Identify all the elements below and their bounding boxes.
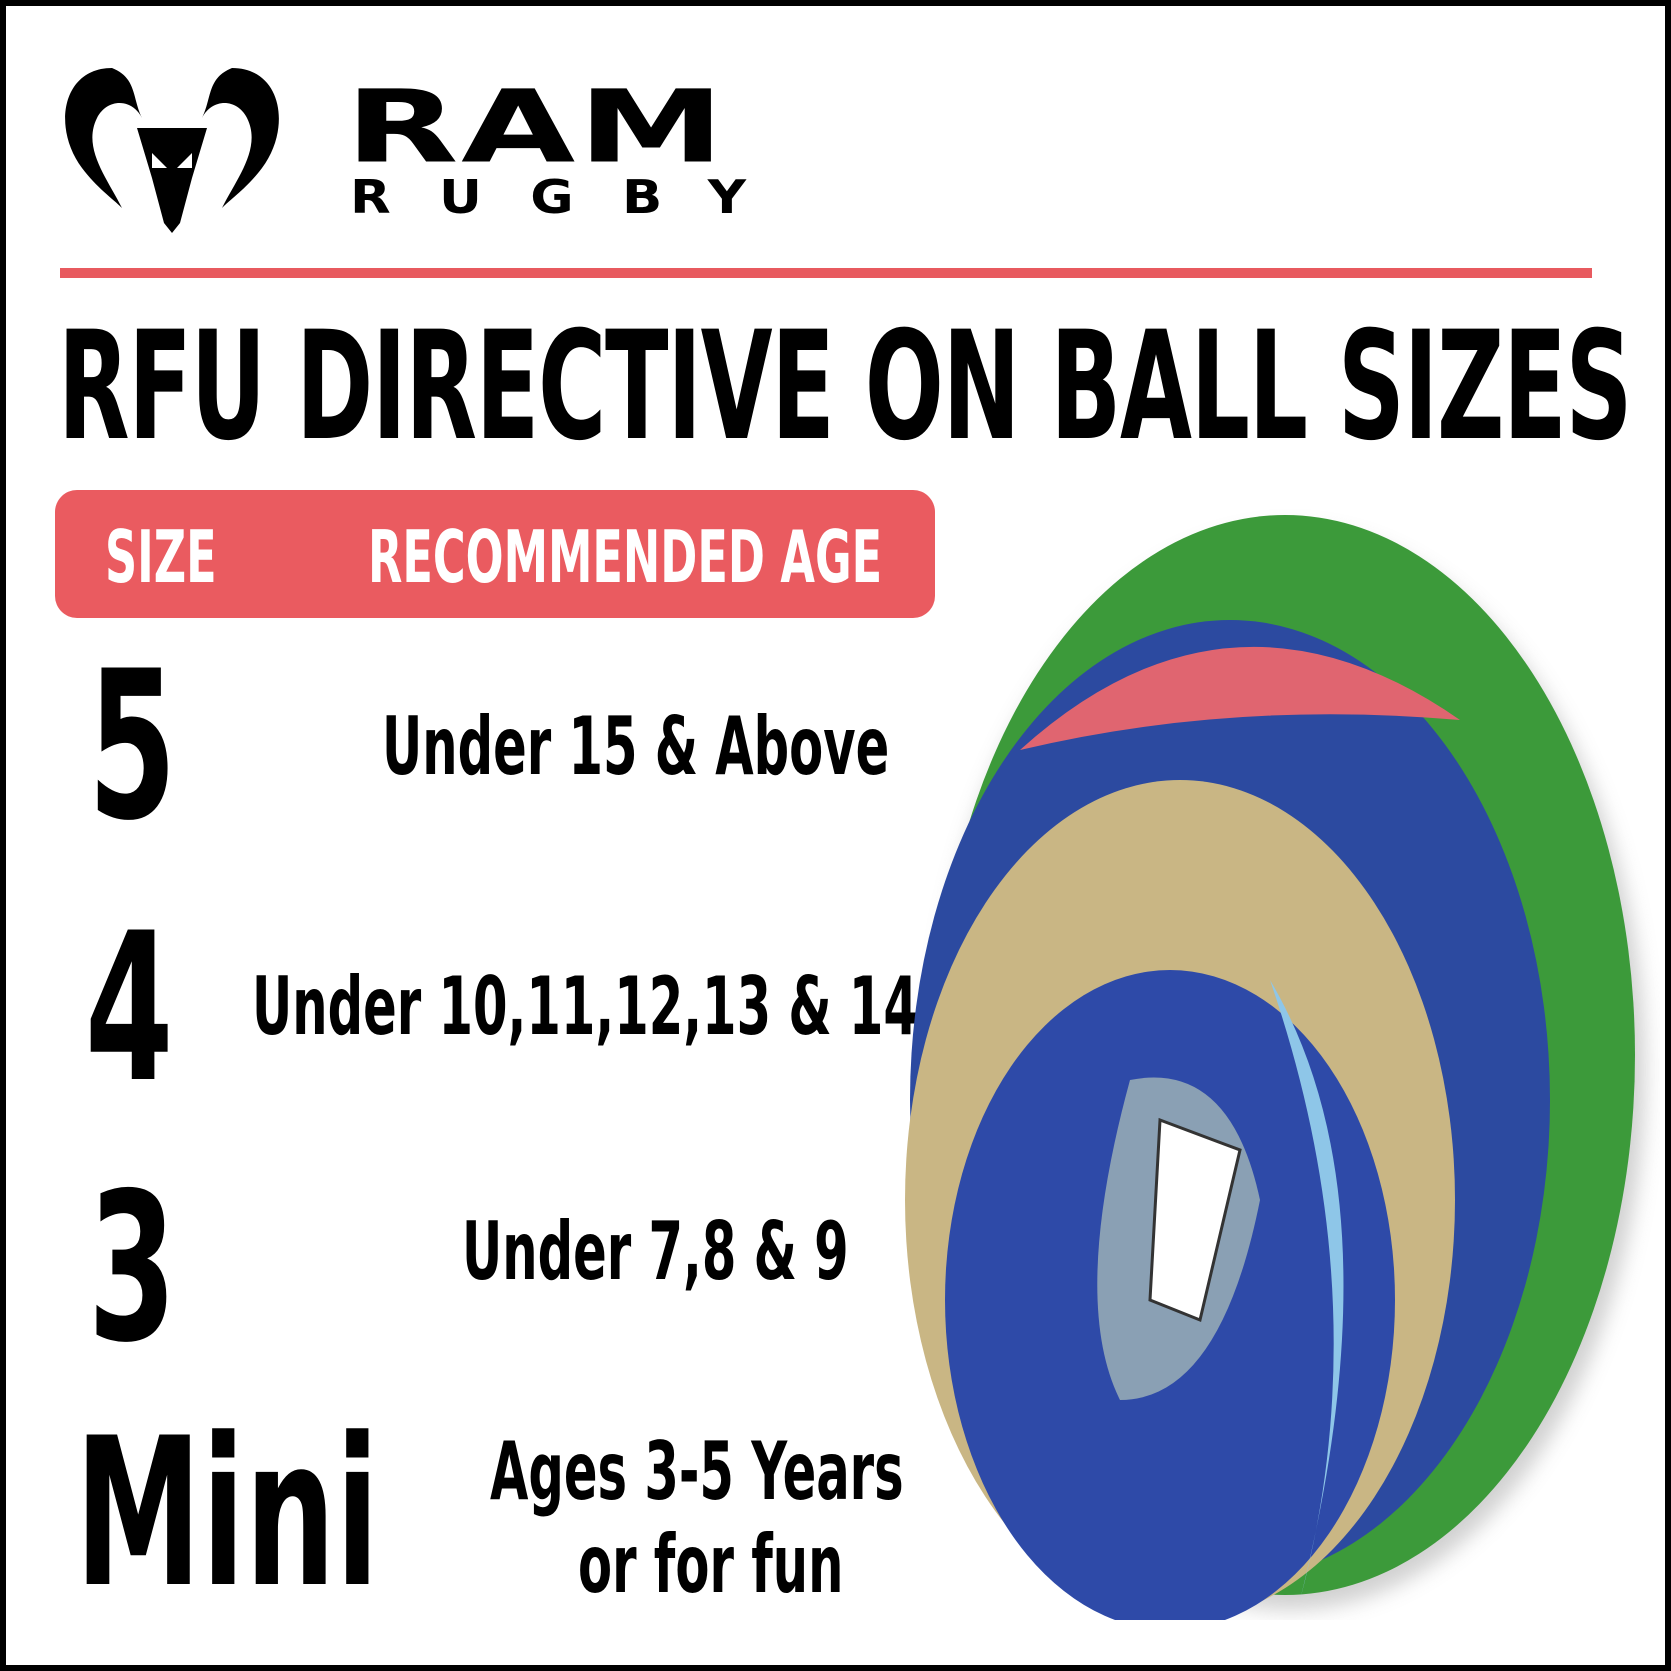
row-age: Under 7,8 & 9 [462, 1205, 849, 1298]
header-age: RECOMMENDED AGE [368, 515, 883, 599]
row-age-2: or for fun [578, 1518, 844, 1611]
row-size: 4 [85, 890, 174, 1128]
row-size: 3 [88, 1150, 177, 1388]
row-age: Under 15 & Above [382, 700, 890, 793]
table-header [55, 490, 935, 618]
brand-sub: RUGBY [350, 170, 795, 224]
divider [60, 268, 1592, 278]
row-size: 5 [88, 628, 177, 866]
header-size: SIZE [105, 515, 217, 599]
brand-name: RAM [345, 68, 728, 186]
page-title: RFU DIRECTIVE ON BALL SIZES [58, 300, 1632, 474]
ram-head-icon [65, 68, 279, 233]
row-age: Under 10,11,12,13 & 14 [252, 960, 918, 1053]
row-size: Mini [75, 1395, 380, 1633]
rugby-balls-image [905, 515, 1645, 1620]
row-age: Ages 3-5 Years [490, 1425, 904, 1518]
